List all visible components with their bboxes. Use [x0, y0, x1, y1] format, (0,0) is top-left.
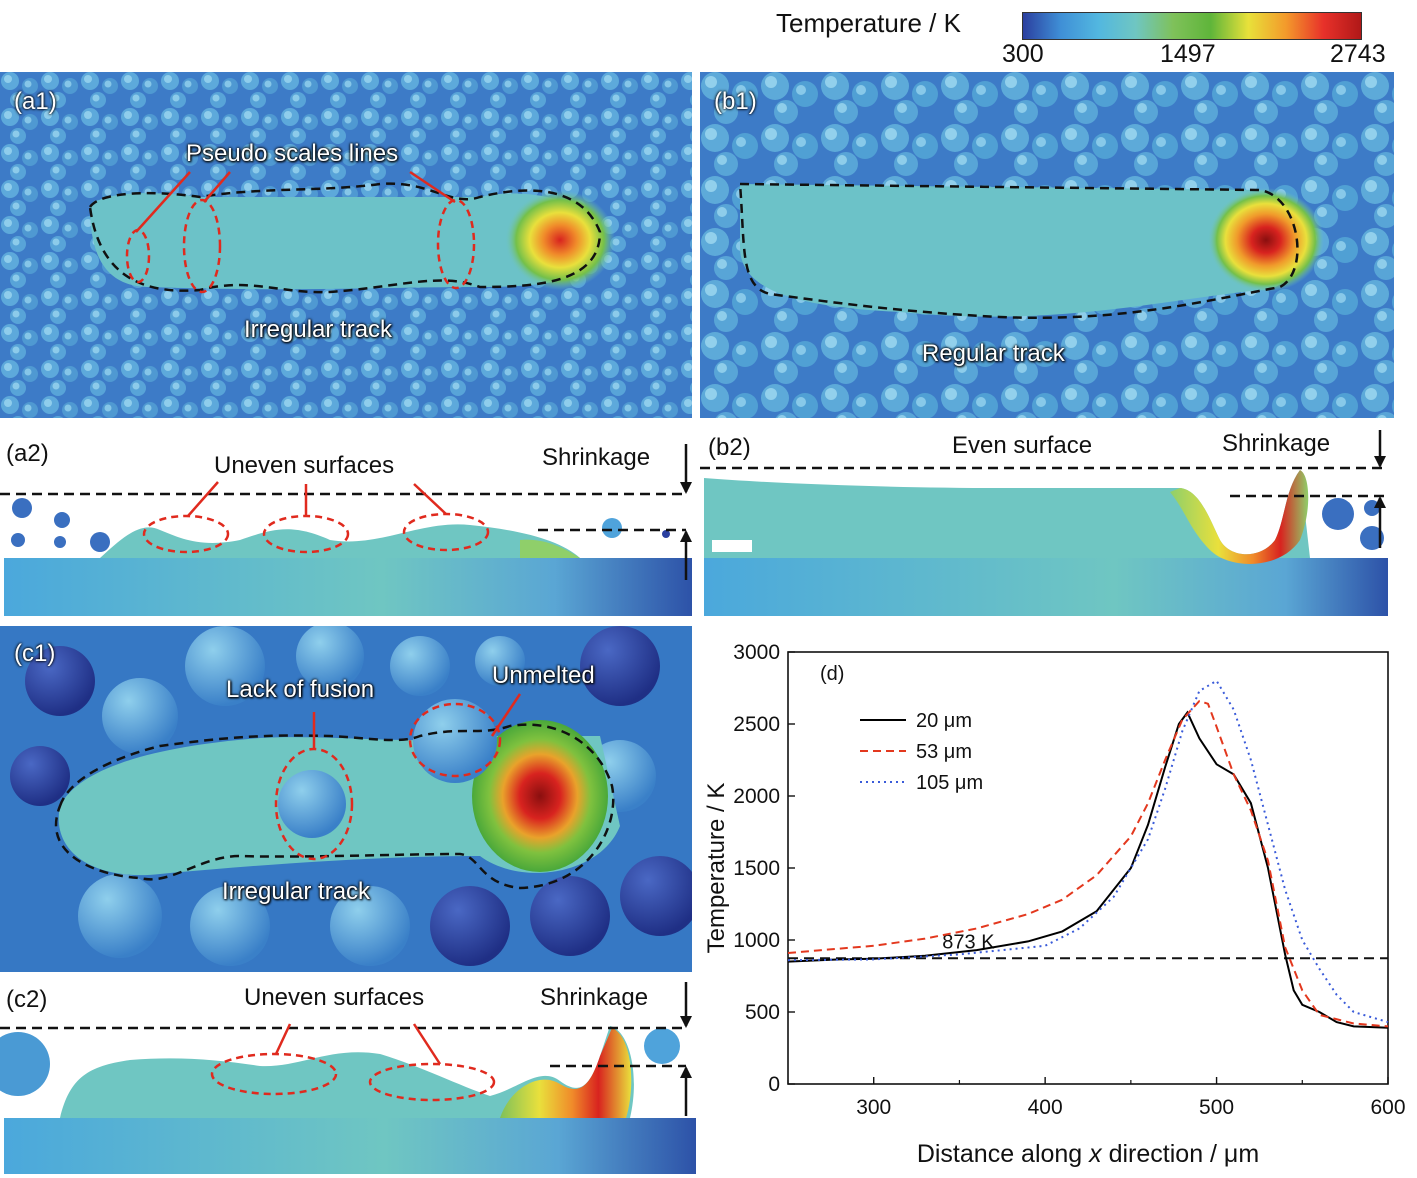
irregular-track-label-a1: Irregular track — [244, 316, 393, 343]
temperature-colorbar — [1022, 12, 1362, 40]
chart-panel-label: (d) — [820, 663, 844, 685]
panel-c2: (c2) Uneven surfaces Shrinkage — [0, 976, 700, 1176]
panel-c2-label: (c2) — [6, 986, 48, 1013]
y-tick-label: 1000 — [733, 929, 780, 952]
panel-b2-render — [700, 430, 1388, 616]
shrinkage-label-a2: Shrinkage — [542, 444, 651, 471]
lack-of-fusion-label: Lack of fusion — [226, 676, 375, 703]
panel-b2: (b2) Even surface Shrinkage — [700, 430, 1400, 620]
x-tick-label: 500 — [1199, 1096, 1234, 1119]
y-tick-label: 0 — [768, 1073, 780, 1096]
colorbar-max-label: 2743 — [1330, 40, 1386, 68]
y-tick-label: 3000 — [733, 641, 780, 664]
x-axis-label: Distance along x direction / μm — [917, 1140, 1259, 1168]
x-tick-label: 400 — [1028, 1096, 1063, 1119]
legend-label-2: 105 μm — [916, 772, 983, 794]
panel-b1-render — [700, 72, 1394, 418]
x-tick-label: 300 — [856, 1096, 891, 1119]
uneven-surfaces-label-a2: Uneven surfaces — [214, 452, 395, 479]
colorbar-mid-label: 1497 — [1160, 40, 1216, 68]
irregular-track-label-c1: Irregular track — [222, 878, 371, 905]
y-tick-label: 2000 — [733, 785, 780, 808]
panel-a1-label: (a1) — [14, 88, 57, 115]
panel-b1: (b1) Regular track — [700, 72, 1394, 418]
shrinkage-label-c2: Shrinkage — [540, 984, 649, 1011]
panel-a2-label: (a2) — [6, 440, 49, 467]
panel-b2-label: (b2) — [708, 434, 751, 461]
series-line-0 — [787, 710, 1389, 1029]
colorbar-title: Temperature / K — [776, 8, 961, 38]
panel-c1-label: (c1) — [14, 640, 56, 667]
regular-track-label: Regular track — [922, 340, 1065, 367]
panel-a1: (a1) Pseudo scales lines Irregular track — [0, 72, 692, 418]
colorbar-min-label: 300 — [1002, 40, 1044, 68]
panel-a1-render — [0, 72, 692, 418]
x-tick-label: 600 — [1370, 1096, 1405, 1119]
y-tick-label: 1500 — [733, 857, 780, 880]
chart-frame — [787, 651, 1389, 1085]
uneven-surfaces-label-c2: Uneven surfaces — [244, 984, 425, 1011]
unmelted-label: Unmelted — [492, 662, 595, 689]
panel-c2-render — [0, 982, 696, 1174]
panel-c1: (c1) Lack of fusion Unmelted Irregular t… — [0, 626, 692, 972]
panel-a2-render — [0, 444, 692, 616]
panel-a2: (a2) Uneven surfaces Shrinkage — [0, 430, 700, 620]
temperature-line-chart: 0 500 1000 1500 2000 2500 3000 300 400 500 600 873 … — [703, 641, 1406, 1168]
pseudo-scales-label: Pseudo scales lines — [186, 140, 399, 167]
panel-b1-label: (b1) — [714, 88, 757, 115]
shrinkage-label-b2: Shrinkage — [1222, 430, 1331, 457]
panel-c1-render — [0, 626, 692, 972]
y-tick-label: 500 — [745, 1001, 780, 1024]
series-line-2 — [787, 679, 1389, 1024]
legend-label-1: 53 μm — [916, 741, 972, 763]
legend-label-0: 20 μm — [916, 710, 972, 732]
even-surface-label: Even surface — [952, 432, 1093, 459]
y-axis-label: Temperature / K — [703, 783, 730, 954]
y-tick-label: 2500 — [733, 713, 780, 736]
reference-line-label: 873 K — [942, 931, 995, 953]
series-line-1 — [787, 699, 1389, 1028]
